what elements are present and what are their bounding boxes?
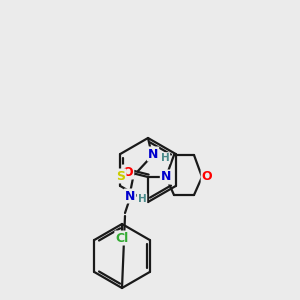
Text: O: O — [123, 166, 133, 178]
Text: H: H — [138, 194, 146, 204]
Text: H: H — [160, 153, 169, 163]
Text: O: O — [202, 170, 212, 184]
Text: Cl: Cl — [116, 232, 129, 244]
Text: N: N — [161, 170, 171, 184]
Text: S: S — [116, 169, 125, 182]
Text: N: N — [148, 148, 158, 160]
Text: N: N — [125, 190, 135, 202]
